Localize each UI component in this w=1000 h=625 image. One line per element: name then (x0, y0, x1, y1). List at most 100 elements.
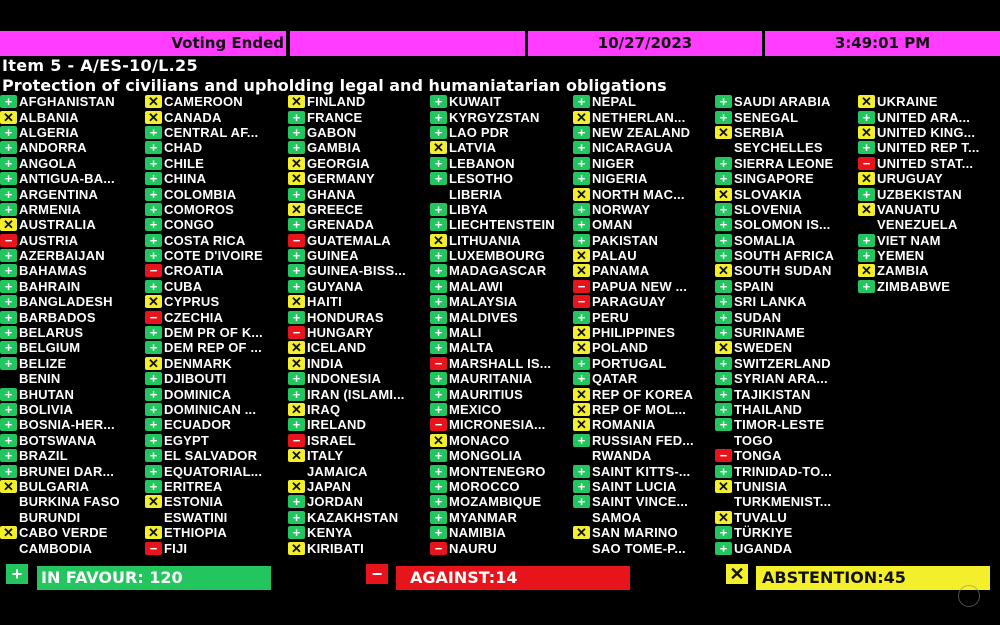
no-vote-icon (0, 372, 17, 385)
plus-icon: + (573, 372, 590, 386)
country-name: CAMBODIA (19, 540, 93, 556)
plus-icon: + (715, 526, 732, 540)
no-vote-icon (573, 511, 590, 524)
plus-icon: + (430, 125, 447, 139)
plus-icon: + (145, 479, 162, 493)
country-name: ANTIGUA-BA... (19, 171, 115, 187)
date-cell: 10/27/2023 (528, 31, 762, 56)
country-row: + SENEGAL (715, 109, 860, 125)
x-icon: ✕ (573, 264, 590, 278)
country-name: DOMINICA (164, 386, 232, 402)
plus-icon: + (430, 387, 447, 401)
country-name: MONACO (449, 432, 510, 448)
country-name: UKRAINE (877, 94, 938, 110)
country-name: DEM PR OF K... (164, 325, 263, 341)
country-row: + OMAN (573, 217, 718, 232)
country-row: ✕ KIRIBATI (288, 540, 433, 556)
country-row: + MOZAMBIQUE (430, 494, 575, 509)
country-name: BENIN (19, 371, 61, 387)
country-name: PERU (592, 309, 629, 325)
plus-icon: + (430, 510, 447, 524)
country-name: SAO TOME-P... (592, 540, 686, 556)
time-cell: 3:49:01 PM (765, 31, 1000, 56)
x-icon: ✕ (0, 218, 17, 232)
x-icon: ✕ (288, 156, 305, 170)
plus-icon: + (858, 141, 875, 155)
country-row: + SOUTH AFRICA (715, 248, 860, 263)
x-icon: ✕ (288, 403, 305, 416)
country-row: − FIJI (145, 540, 290, 556)
x-icon: ✕ (288, 172, 305, 186)
country-row: + SAUDI ARABIA (715, 94, 860, 109)
plus-icon: + (715, 326, 732, 340)
country-name: MALI (449, 325, 482, 341)
plus-icon: + (858, 249, 875, 263)
status-cell: Voting Ended (0, 31, 286, 56)
country-name: BRAZIL (19, 448, 68, 464)
plus-icon: + (430, 403, 447, 416)
country-row: + COLOMBIA (145, 186, 290, 202)
country-row: + SAINT LUCIA (573, 479, 718, 494)
x-icon: ✕ (145, 295, 162, 309)
country-name: ZIMBABWE (877, 278, 951, 294)
country-row: + BELGIUM (0, 340, 145, 355)
country-row: + MALAYSIA (430, 294, 575, 309)
country-row: + SIERRA LEONE (715, 156, 860, 171)
minus-icon: − (145, 310, 162, 324)
country-name: FINLAND (307, 94, 366, 110)
x-icon: ✕ (858, 172, 875, 186)
country-name: BULGARIA (19, 478, 90, 494)
country-name: KIRIBATI (307, 540, 364, 556)
country-name: AUSTRIA (19, 232, 79, 248)
country-name: INDONESIA (307, 371, 382, 387)
country-row: + SAINT KITTS-... (573, 463, 718, 479)
country-name: BAHAMAS (19, 263, 87, 279)
plus-icon: + (145, 249, 162, 263)
country-name: GHANA (307, 186, 356, 202)
country-name: FIJI (164, 540, 188, 556)
country-row: + NAMIBIA (430, 525, 575, 540)
country-name: PAKISTAN (592, 232, 659, 248)
country-name: BOSNIA-HER... (19, 417, 115, 433)
country-row: CAMBODIA (0, 540, 145, 556)
plus-icon: + (573, 218, 590, 232)
country-name: PORTUGAL (592, 355, 667, 371)
minus-icon: − (715, 449, 732, 463)
country-name: UNITED REP T... (877, 140, 980, 156)
plus-icon: + (715, 172, 732, 186)
country-name: ALGERIA (19, 124, 79, 140)
country-row: ✕ SOUTH SUDAN (715, 263, 860, 278)
country-row: ✕ ETHIOPIA (145, 525, 290, 540)
country-name: THAILAND (734, 402, 803, 417)
plus-icon: + (288, 372, 305, 386)
plus-icon: + (715, 418, 732, 432)
country-row: + EGYPT (145, 433, 290, 448)
country-name: NEPAL (592, 94, 637, 110)
country-name: EQUATORIAL... (164, 463, 263, 479)
country-row: + SLOVENIA (715, 202, 860, 217)
country-row: + UNITED ARA... (858, 109, 1000, 125)
minus-icon: − (288, 433, 305, 447)
country-name: SEYCHELLES (734, 140, 823, 156)
x-icon: ✕ (145, 110, 162, 124)
x-icon: ✕ (573, 418, 590, 432)
no-vote-icon (0, 511, 17, 524)
country-row: + COSTA RICA (145, 233, 290, 248)
plus-icon: + (430, 95, 447, 109)
plus-icon: + (430, 218, 447, 232)
x-icon: ✕ (430, 141, 447, 155)
plus-icon: + (288, 187, 305, 201)
country-row: TURKMENIST... (715, 494, 860, 509)
country-name: UNITED ARA... (877, 109, 971, 125)
country-name: GRENADA (307, 217, 375, 233)
country-row: + BARBADOS (0, 309, 145, 325)
country-name: JORDAN (307, 494, 364, 510)
country-row: + TRINIDAD-TO... (715, 463, 860, 479)
plus-icon: + (0, 125, 17, 139)
country-row: SAO TOME-P... (573, 540, 718, 556)
country-name: BARBADOS (19, 309, 96, 325)
plus-icon: + (715, 110, 732, 124)
country-name: NAMIBIA (449, 525, 507, 541)
no-vote-icon (715, 495, 732, 508)
country-row: + ANDORRA (0, 140, 145, 155)
